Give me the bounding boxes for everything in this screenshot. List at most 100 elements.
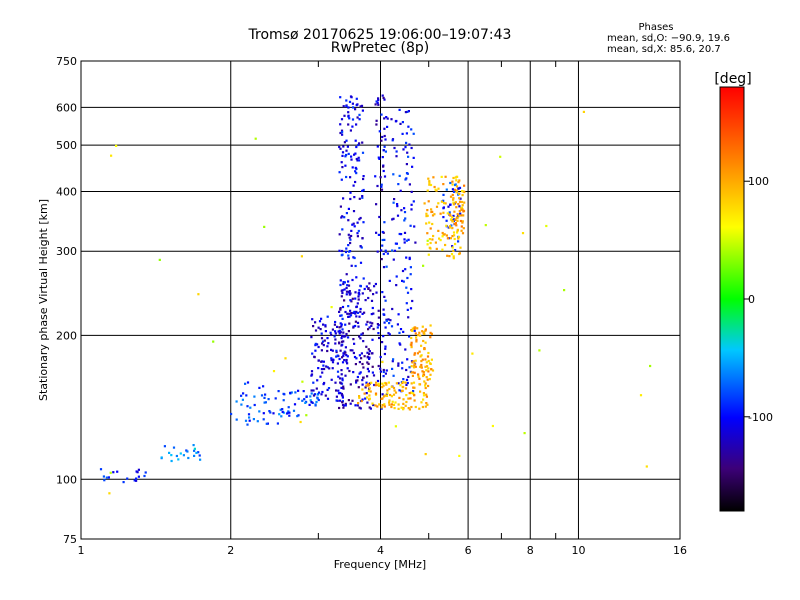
data-point [388, 399, 391, 402]
data-point [424, 386, 427, 390]
data-point [375, 123, 378, 126]
colorbar-tick-label: 100 [748, 175, 769, 188]
data-point [319, 375, 322, 378]
data-point [368, 356, 371, 359]
data-point [133, 479, 136, 482]
data-point [340, 344, 343, 347]
data-point [461, 190, 464, 193]
data-point [274, 397, 277, 400]
data-point [424, 328, 427, 331]
data-point [419, 334, 422, 337]
data-point [386, 125, 389, 128]
data-point [346, 362, 349, 365]
colorbar-label: [deg] [714, 71, 751, 87]
data-point [344, 323, 347, 326]
data-point [399, 189, 402, 192]
data-point [384, 138, 387, 141]
data-point [349, 238, 352, 241]
data-point [195, 451, 198, 454]
data-point [421, 325, 424, 328]
data-point [327, 342, 330, 345]
colorbar [719, 86, 745, 512]
data-point [315, 387, 318, 390]
data-point [435, 247, 438, 250]
data-point [430, 208, 433, 211]
data-point [339, 131, 342, 135]
data-point [437, 187, 440, 190]
data-point [471, 352, 474, 355]
data-point [426, 378, 429, 381]
data-point [422, 339, 425, 343]
data-point [459, 197, 462, 200]
data-point [404, 111, 407, 114]
data-point [372, 327, 375, 331]
data-point [374, 103, 377, 106]
data-point [349, 176, 352, 179]
data-point [324, 324, 327, 327]
data-point [340, 295, 343, 298]
data-point [370, 381, 373, 384]
data-point [426, 232, 429, 235]
data-point [371, 306, 374, 310]
data-point [394, 425, 397, 428]
data-point [361, 237, 364, 240]
data-point [433, 185, 436, 189]
data-point [410, 336, 413, 340]
data-point [401, 389, 404, 392]
data-point [305, 395, 308, 398]
data-point [380, 406, 383, 409]
data-point [199, 458, 202, 461]
data-point [376, 379, 380, 383]
data-point [340, 118, 344, 121]
data-point [341, 401, 344, 404]
data-point [103, 479, 106, 482]
data-point [341, 394, 344, 397]
data-point [457, 192, 460, 195]
data-point [345, 290, 349, 293]
data-point [582, 110, 585, 113]
data-point [418, 350, 421, 353]
data-point [347, 152, 350, 155]
data-point [340, 216, 343, 219]
data-point [416, 327, 419, 330]
data-point [392, 217, 395, 220]
data-point [170, 454, 173, 457]
data-point [378, 336, 381, 340]
data-point [374, 282, 377, 286]
data-point [382, 370, 385, 373]
data-point [409, 397, 412, 400]
data-point [412, 360, 415, 363]
data-point [419, 355, 422, 358]
data-point [388, 403, 391, 406]
data-point [402, 380, 405, 384]
data-point [341, 396, 344, 399]
data-point [197, 451, 200, 454]
data-point [382, 169, 385, 173]
data-point [135, 479, 138, 482]
data-point [360, 333, 363, 336]
data-point [424, 341, 427, 344]
data-point [340, 325, 343, 328]
data-point [193, 454, 196, 457]
data-point [387, 332, 390, 335]
data-point [356, 302, 359, 305]
data-point [335, 395, 338, 398]
data-point [458, 200, 462, 203]
data-point [444, 243, 447, 247]
data-point [362, 366, 365, 369]
data-point [382, 368, 385, 372]
data-point [458, 454, 461, 457]
data-point [460, 200, 464, 204]
data-point [359, 216, 362, 220]
data-point [462, 210, 465, 213]
data-point [396, 203, 399, 206]
data-point [356, 404, 359, 407]
data-point [107, 476, 110, 479]
data-point [429, 362, 432, 365]
data-point [380, 113, 383, 116]
data-point [365, 285, 368, 288]
data-point [452, 176, 455, 180]
data-point [353, 225, 356, 228]
data-point [414, 359, 417, 362]
data-point [359, 371, 362, 374]
